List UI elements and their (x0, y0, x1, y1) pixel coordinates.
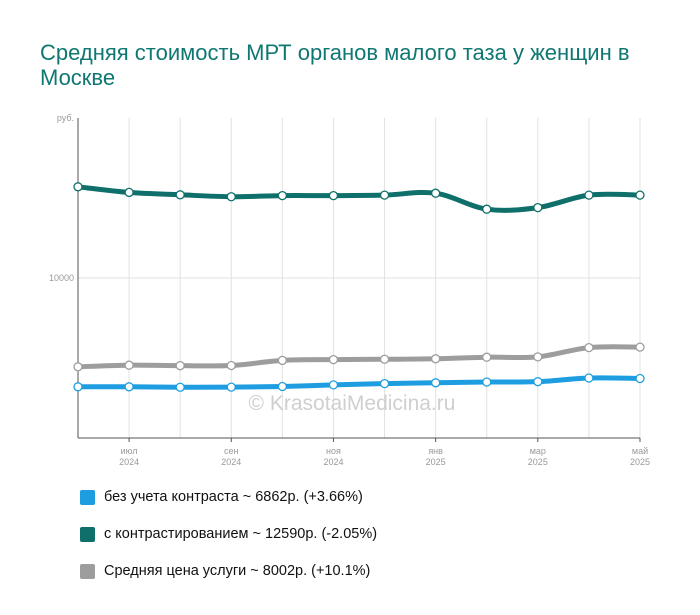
legend-label: без учета контраста ~ 6862р. (+3.66%) (104, 489, 363, 505)
legend-label: с контрастированием ~ 12590р. (-2.05%) (104, 526, 378, 542)
data-point (533, 202, 543, 213)
x-tick-label: сен (224, 446, 239, 456)
series-lines (75, 184, 643, 390)
chart-title: Средняя стоимость МРТ органов малого таз… (40, 40, 630, 90)
x-tick-year: 2025 (426, 457, 446, 467)
data-point (277, 355, 288, 366)
legend-swatch (80, 489, 95, 505)
grid (77, 118, 641, 438)
data-point (533, 352, 543, 362)
x-tick-year: 2024 (323, 457, 343, 467)
x-tick-year: 2025 (630, 457, 650, 467)
data-point (328, 380, 339, 390)
data-point (379, 354, 390, 364)
data-point (226, 382, 236, 392)
data-point (533, 377, 543, 387)
line-chart: © KrasotaiMedicina.ru 10000руб.июл2024се… (49, 113, 650, 467)
y-axis-unit: руб. (57, 113, 74, 123)
legend-item[interactable]: без учета контраста ~ 6862р. (+3.66%) (80, 488, 377, 506)
series-points (73, 182, 645, 392)
data-point (124, 382, 134, 392)
legend-swatch (80, 563, 95, 579)
data-point (277, 190, 288, 201)
data-point (430, 354, 441, 364)
legend: без учета контраста ~ 6862р. (+3.66%) с … (80, 488, 377, 599)
data-point (482, 204, 492, 214)
legend-swatch (80, 526, 95, 542)
data-point (73, 382, 83, 392)
x-tick-year: 2024 (221, 457, 241, 467)
x-tick-label: янв (428, 446, 443, 456)
data-point (175, 361, 185, 371)
x-tick-label: ноя (326, 446, 341, 456)
watermark: © KrasotaiMedicina.ru (249, 392, 456, 415)
data-point (379, 378, 390, 389)
data-point (175, 190, 185, 200)
x-tick-year: 2024 (119, 457, 139, 467)
data-point (277, 381, 288, 392)
data-point (482, 377, 492, 387)
data-point (584, 342, 594, 353)
data-point (328, 354, 339, 365)
data-point (584, 373, 594, 383)
series-line (75, 344, 643, 370)
legend-label: Средняя цена услуги ~ 8002р. (+10.1%) (104, 563, 371, 579)
data-point (584, 190, 594, 200)
data-point (226, 192, 236, 202)
data-point (430, 378, 441, 388)
data-point (175, 382, 185, 392)
data-point (73, 182, 83, 192)
data-point (124, 360, 134, 370)
data-point (73, 362, 83, 372)
y-tick-label: 10000 (49, 273, 74, 283)
data-point (226, 360, 236, 371)
data-point (124, 187, 134, 198)
x-tick-label: июл (121, 446, 138, 456)
data-point (379, 190, 390, 200)
legend-item[interactable]: с контрастированием ~ 12590р. (-2.05%) (80, 525, 377, 543)
data-point (635, 373, 645, 384)
data-point (635, 342, 645, 352)
x-tick-label: мар (530, 446, 546, 456)
x-tick-label: май (632, 446, 648, 456)
series-line (75, 375, 643, 390)
x-tick-year: 2025 (528, 457, 548, 467)
data-point (328, 190, 339, 201)
data-point (635, 190, 645, 200)
data-point (482, 352, 492, 362)
series-line (75, 184, 643, 213)
data-point (430, 188, 441, 198)
legend-item[interactable]: Средняя цена услуги ~ 8002р. (+10.1%) (80, 562, 377, 580)
